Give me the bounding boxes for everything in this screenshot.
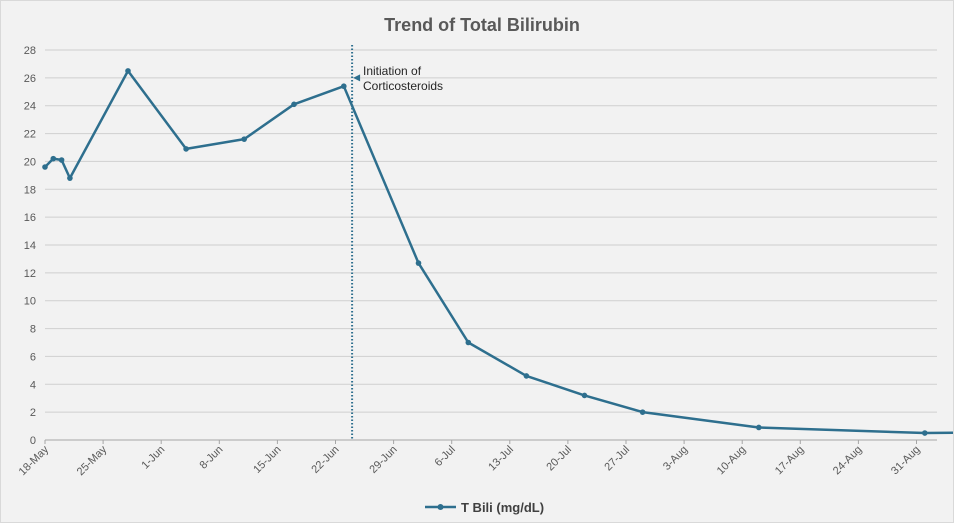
- data-point: [639, 409, 646, 415]
- y-tick-label: 8: [30, 324, 36, 336]
- series-line: [44, 69, 953, 435]
- x-tick-label: 6-Jul: [432, 444, 457, 469]
- y-tick-label: 0: [30, 435, 36, 447]
- legend-label: T Bili (mg/dL): [461, 500, 544, 515]
- chart-title: Trend of Total Bilirubin: [384, 15, 580, 35]
- data-point: [58, 157, 65, 163]
- data-point: [465, 339, 472, 346]
- y-tick-label: 24: [24, 101, 36, 113]
- x-tick-label: 25-May: [75, 443, 110, 478]
- y-tick-label: 6: [30, 351, 36, 363]
- x-tick-label: 17-Aug: [773, 444, 807, 478]
- y-tick-label: 22: [24, 129, 36, 141]
- x-tick-label: 20-Jul: [544, 444, 574, 474]
- x-tick-label: 31-Aug: [889, 444, 923, 478]
- x-tick-label: 10-Aug: [715, 444, 749, 478]
- data-point: [125, 68, 131, 74]
- x-tick-label: 24-Aug: [831, 444, 865, 478]
- y-tick-label: 14: [24, 240, 36, 252]
- data-point: [183, 146, 189, 152]
- legend: T Bili (mg/dL): [425, 500, 544, 515]
- y-tick-label: 10: [24, 296, 36, 308]
- data-point: [756, 424, 762, 431]
- data-point: [415, 260, 422, 266]
- data-point: [67, 175, 73, 181]
- gridlines: [45, 49, 937, 441]
- x-tick-label: 18-May: [17, 443, 52, 478]
- y-tick-label: 12: [24, 268, 36, 280]
- x-tick-label: 22-Jun: [309, 444, 341, 476]
- annotation-line-1: Initiation of: [363, 64, 422, 78]
- x-tick-label: 3-Aug: [661, 444, 690, 473]
- x-tick-label: 7-Sep: [951, 444, 953, 473]
- annotation-arrowhead: [353, 74, 361, 82]
- y-tick-label: 18: [24, 184, 36, 196]
- data-point: [341, 83, 347, 90]
- annotation-line-2: Corticosteroids: [363, 79, 443, 93]
- data-point: [523, 373, 530, 379]
- x-tick-label: 27-Jul: [602, 444, 632, 474]
- x-tick-label: 8-Jun: [197, 444, 225, 472]
- data-point: [922, 430, 928, 436]
- steroid-initiation-annotation: Initiation of Corticosteroids: [351, 45, 443, 440]
- x-tick-label: 15-Jun: [251, 444, 283, 476]
- x-axis-ticks: 18-May 25-May 1-Jun 8-Jun 15-Jun 22-Jun 29-Jun…: [17, 440, 953, 478]
- legend-marker-swatch: [437, 504, 444, 510]
- y-tick-label: 2: [30, 407, 36, 419]
- data-point: [241, 136, 247, 142]
- data-point: [291, 101, 297, 108]
- data-point: [50, 155, 57, 162]
- x-tick-label: 29-Jun: [367, 444, 399, 476]
- y-tick-label: 28: [24, 45, 36, 57]
- y-tick-label: 16: [24, 212, 36, 224]
- y-tick-label: 20: [24, 156, 36, 168]
- y-tick-label: 26: [24, 73, 36, 85]
- x-tick-label: 1-Jun: [139, 444, 167, 472]
- series-t-bili: [42, 68, 953, 436]
- x-tick-label: 13-Jul: [486, 444, 516, 474]
- data-point: [581, 392, 588, 399]
- data-point: [42, 164, 48, 170]
- y-tick-label: 4: [30, 379, 36, 391]
